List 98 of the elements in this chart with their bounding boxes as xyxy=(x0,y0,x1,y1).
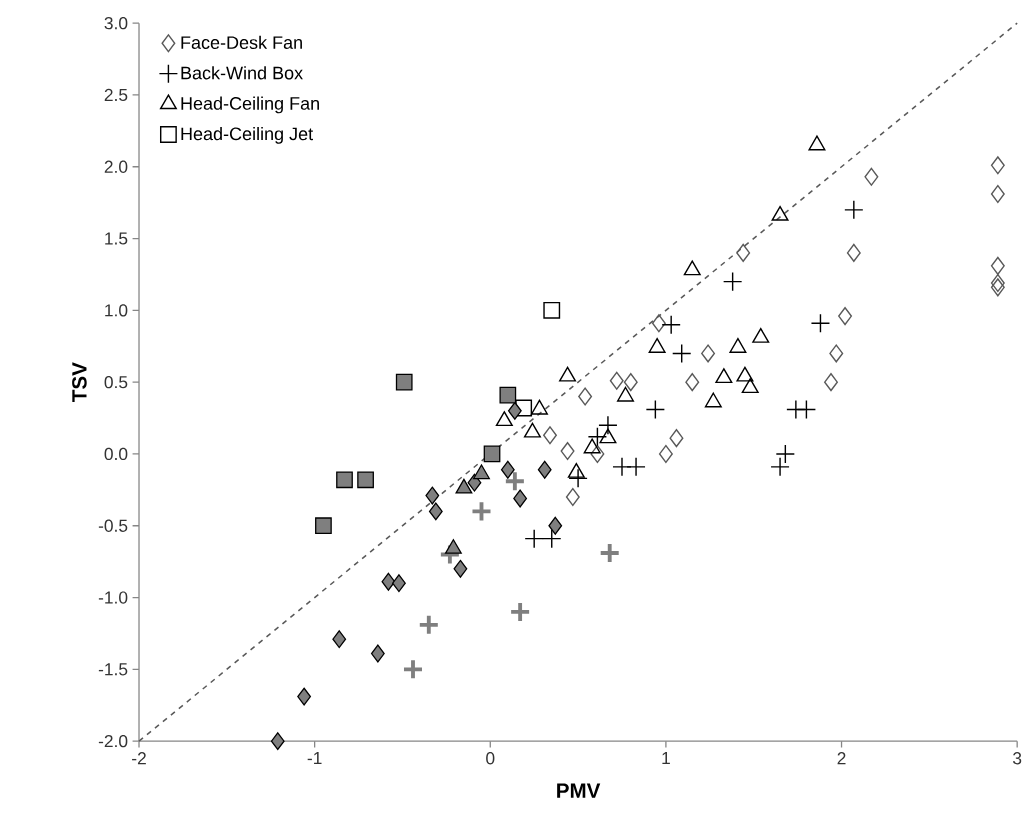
point xyxy=(722,272,743,292)
y-tick-label: 0.0 xyxy=(104,447,128,461)
y-tick-label: -1.0 xyxy=(98,591,128,604)
point xyxy=(495,411,513,427)
point xyxy=(560,442,575,461)
point xyxy=(829,344,844,363)
point xyxy=(483,445,501,463)
point xyxy=(500,460,515,479)
point xyxy=(729,338,747,354)
point xyxy=(990,156,1005,175)
point xyxy=(453,560,468,579)
point xyxy=(846,244,861,263)
x-tick-label: 2 xyxy=(837,752,846,765)
point xyxy=(752,328,770,344)
point xyxy=(741,378,759,394)
point xyxy=(402,658,424,681)
point xyxy=(990,278,1005,297)
y-tick-label: -1.5 xyxy=(98,663,128,676)
point xyxy=(524,529,544,549)
y-tick-label: 1.0 xyxy=(105,304,128,317)
point xyxy=(392,574,406,593)
point xyxy=(513,489,528,508)
point xyxy=(381,572,396,591)
point xyxy=(507,402,522,421)
point xyxy=(509,601,532,624)
legend-label: Head-Ceiling Fan xyxy=(181,96,319,114)
y-tick-label: 3.0 xyxy=(104,17,128,30)
point xyxy=(770,457,790,477)
point xyxy=(590,445,605,464)
point xyxy=(543,426,557,445)
point xyxy=(609,371,624,390)
point xyxy=(543,302,561,319)
point xyxy=(587,427,608,447)
point xyxy=(568,468,588,489)
point xyxy=(838,307,853,326)
x-axis-title: PMV xyxy=(557,783,601,798)
point xyxy=(548,516,563,535)
x-tick-label: 0 xyxy=(486,752,495,765)
point xyxy=(661,315,681,335)
point xyxy=(775,444,796,464)
point xyxy=(537,460,552,479)
point xyxy=(332,630,347,649)
point xyxy=(645,399,666,420)
x-tick-label: -1 xyxy=(307,752,322,765)
point xyxy=(515,399,533,417)
legend-label: Face-Desk Fan xyxy=(181,35,302,50)
y-tick-label: 0.5 xyxy=(104,376,128,389)
point xyxy=(685,373,700,392)
point xyxy=(336,471,353,489)
y-tick-label: 2.5 xyxy=(104,89,128,102)
point xyxy=(542,529,562,549)
point xyxy=(701,344,716,363)
point xyxy=(270,732,285,751)
point xyxy=(990,274,1005,293)
point xyxy=(651,314,666,333)
point xyxy=(864,167,879,187)
point xyxy=(990,256,1005,276)
point xyxy=(736,244,751,263)
legend-label: Head-Ceiling Jet xyxy=(181,127,313,144)
point xyxy=(565,488,580,507)
point xyxy=(715,368,733,384)
point xyxy=(623,373,638,392)
x-tick-label: 3 xyxy=(1013,752,1022,765)
point xyxy=(626,457,646,477)
point xyxy=(470,500,493,523)
point xyxy=(658,445,673,464)
point xyxy=(438,543,461,566)
point xyxy=(395,373,413,391)
point xyxy=(425,486,440,505)
point xyxy=(499,386,517,404)
point xyxy=(990,185,1005,204)
point xyxy=(357,471,374,489)
y-tick-label: -0.5 xyxy=(98,519,128,533)
point xyxy=(810,313,831,334)
point xyxy=(315,517,332,535)
point xyxy=(598,415,618,436)
point xyxy=(567,463,585,479)
point xyxy=(844,200,864,220)
y-tick-label: 2.0 xyxy=(104,160,128,174)
point xyxy=(648,338,666,354)
point xyxy=(444,539,462,555)
point xyxy=(370,644,385,663)
point xyxy=(428,502,443,521)
y-axis-title: TSV xyxy=(72,362,87,403)
x-tick-label: -2 xyxy=(132,752,146,765)
y-tick-label: -2.0 xyxy=(98,735,128,748)
point xyxy=(578,387,593,406)
point xyxy=(598,542,621,565)
point xyxy=(824,373,838,392)
point xyxy=(669,429,684,448)
point xyxy=(297,687,312,706)
point xyxy=(796,399,817,420)
y-tick-label: 1.5 xyxy=(105,232,128,245)
point xyxy=(417,614,440,636)
point xyxy=(671,343,692,364)
point xyxy=(503,470,526,493)
legend-label: Back-Wind Box xyxy=(181,66,303,80)
x-tick-label: 1 xyxy=(662,752,670,765)
